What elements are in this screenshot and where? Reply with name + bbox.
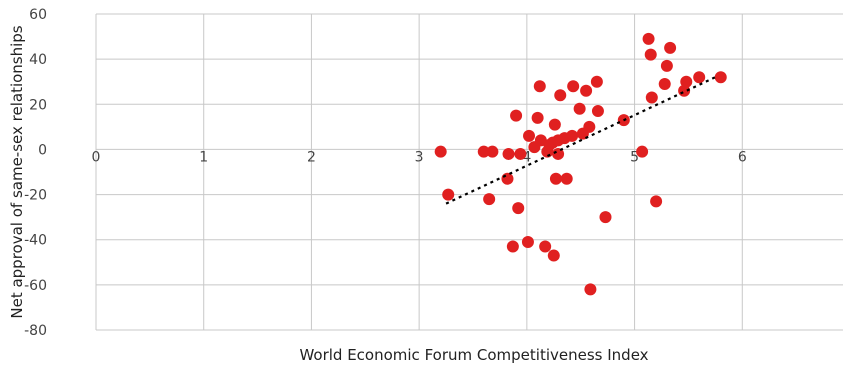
data-point: [506, 240, 519, 253]
data-point: [502, 147, 515, 160]
x-tick-label: 1: [199, 149, 208, 165]
data-point: [693, 71, 706, 84]
data-point: [501, 172, 514, 185]
y-tick-label: -40: [24, 233, 47, 249]
y-tick-label: 60: [29, 7, 47, 23]
data-point: [645, 91, 658, 104]
y-tick-label: 40: [29, 52, 47, 68]
x-tick-label: 2: [307, 149, 316, 165]
data-point: [510, 109, 523, 122]
trendline-group: [445, 76, 716, 205]
data-point: [660, 59, 673, 72]
data-point: [539, 240, 552, 253]
x-tick-label: 4: [522, 149, 531, 165]
data-point: [584, 283, 597, 296]
data-point: [644, 48, 657, 61]
data-point: [664, 41, 677, 54]
data-point: [483, 193, 496, 206]
data-point: [642, 32, 655, 45]
data-point: [548, 118, 561, 131]
data-point: [650, 195, 663, 208]
data-point: [477, 145, 490, 158]
data-point: [658, 77, 671, 90]
y-axis-ticks: 60 40 20 0 -20 -40 -60 -80: [24, 7, 47, 339]
x-tick-label: 6: [738, 149, 747, 165]
data-point: [573, 102, 586, 115]
data-point: [523, 129, 536, 142]
data-point: [549, 172, 562, 185]
y-tick-label: -20: [24, 188, 47, 204]
data-point: [533, 80, 546, 93]
data-point: [560, 172, 573, 185]
y-tick-label: 20: [29, 97, 47, 113]
y-tick-label: -80: [24, 323, 47, 339]
data-point: [512, 202, 525, 215]
data-point: [547, 249, 560, 262]
data-point: [434, 145, 447, 158]
data-point: [591, 105, 604, 118]
y-tick-label: 0: [38, 142, 47, 158]
x-tick-label: 5: [630, 149, 639, 165]
data-point: [583, 120, 596, 133]
data-points: [434, 32, 727, 296]
x-axis-ticks: 01234567: [92, 149, 747, 165]
x-tick-label: 0: [92, 149, 101, 165]
data-point: [552, 147, 565, 160]
data-point: [554, 89, 567, 102]
data-point: [486, 145, 499, 158]
x-axis-title: World Economic Forum Competitiveness Ind…: [299, 346, 648, 364]
grid: [95, 13, 843, 331]
data-point: [566, 129, 579, 142]
data-point: [531, 111, 544, 124]
data-point: [580, 84, 593, 97]
trendline: [445, 76, 716, 205]
data-point: [442, 188, 455, 201]
data-point: [636, 145, 649, 158]
data-point: [714, 71, 727, 84]
data-point: [521, 235, 534, 248]
data-point: [514, 147, 527, 160]
data-point: [590, 75, 603, 88]
x-tick-label: 3: [415, 149, 424, 165]
data-point: [599, 211, 612, 224]
data-point: [680, 75, 693, 88]
y-tick-label: -60: [24, 278, 47, 294]
y-axis-title: Net approval of same-sex relationships: [8, 25, 26, 318]
data-point: [567, 80, 580, 93]
